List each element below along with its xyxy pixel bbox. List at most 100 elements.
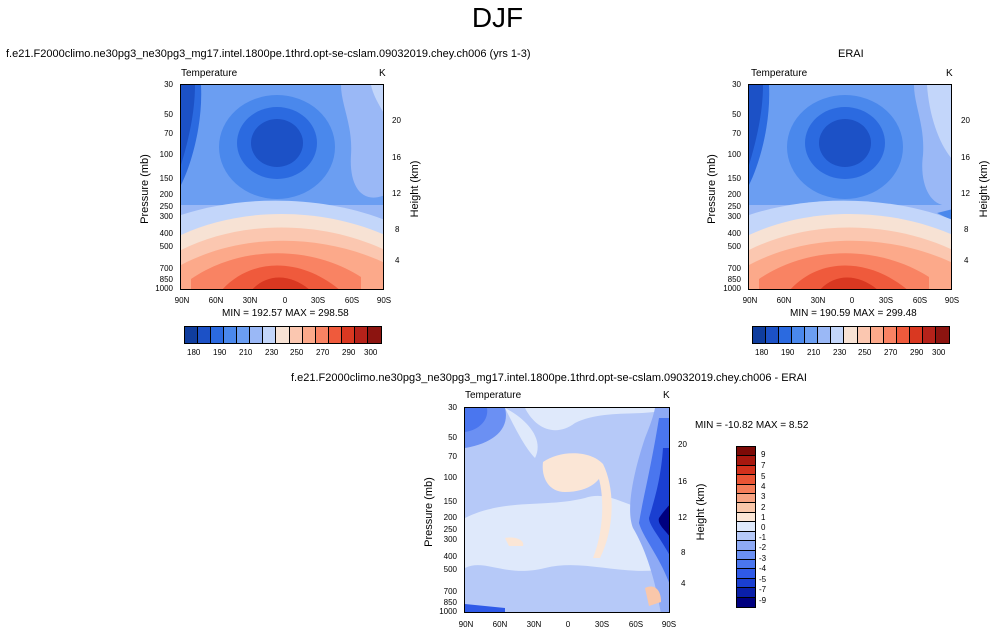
diff-pressure-tick-2: 70	[448, 452, 457, 461]
left-panel-units: K	[379, 68, 386, 79]
left-lat-tick-4: 30S	[310, 296, 326, 305]
diff-pressure-tick-1: 50	[448, 433, 457, 442]
right-height-tick-1: 16	[961, 153, 970, 162]
diff-colorbar-cell	[737, 494, 755, 504]
diff-height-tick-1: 16	[678, 477, 687, 486]
left-colorbar-cell	[211, 327, 225, 343]
diff-colorbar-cell	[737, 465, 755, 476]
diff-lat-tick-0: 90N	[458, 620, 474, 629]
left-colorbar-cell	[250, 327, 264, 343]
left-pressure-tick-1: 50	[164, 110, 173, 119]
right-temperature-plot	[748, 84, 952, 290]
left-colorbar-cell	[289, 327, 303, 343]
right-pressure-tick-9: 500	[727, 242, 741, 251]
left-pressure-tick-10: 700	[159, 264, 173, 273]
left-pressure-tick-4: 150	[159, 174, 173, 183]
diff-colorbar-label-11: -4	[759, 564, 767, 573]
right-pressure-tick-2: 70	[732, 129, 741, 138]
left-colorbar-cell	[263, 327, 277, 343]
diff-colorbar-cell	[737, 597, 755, 607]
right-colorbar-cell	[753, 327, 767, 343]
right-colorbar	[752, 326, 950, 344]
right-colorbar-cell	[766, 327, 780, 343]
diff-colorbar-cell	[737, 447, 755, 457]
right-lat-tick-3: 0	[849, 296, 855, 305]
right-pressure-tick-6: 250	[727, 202, 741, 211]
diff-colorbar-label-4: 3	[761, 492, 766, 501]
right-colorbar-cell	[883, 327, 897, 343]
right-height-axis-title: Height (km)	[978, 160, 990, 218]
left-lat-tick-3: 0	[282, 296, 288, 305]
right-pressure-tick-0: 30	[732, 80, 741, 89]
right-colorbar-label-0: 180	[755, 348, 769, 357]
diff-colorbar-label-2: 5	[761, 472, 766, 481]
left-pressure-axis-title: Pressure (mb)	[139, 154, 151, 224]
left-lat-tick-6: 90S	[376, 296, 392, 305]
right-lat-tick-4: 30S	[878, 296, 894, 305]
right-lat-tick-6: 90S	[944, 296, 960, 305]
left-panel-title: f.e21.F2000climo.ne30pg3_ne30pg3_mg17.in…	[6, 48, 531, 60]
diff-colorbar-cell	[737, 456, 755, 466]
left-colorbar-label-6: 290	[342, 348, 356, 357]
right-lat-tick-2: 30N	[810, 296, 826, 305]
left-colorbar-cell	[302, 327, 316, 343]
right-colorbar-cell	[935, 327, 949, 343]
diff-pressure-tick-3: 100	[443, 473, 457, 482]
left-temperature-contours	[181, 85, 383, 289]
right-colorbar-cell	[818, 327, 832, 343]
right-height-tick-0: 20	[961, 116, 970, 125]
diff-pressure-tick-12: 1000	[439, 607, 457, 616]
left-colorbar-cell	[367, 327, 381, 343]
right-lat-tick-5: 60S	[912, 296, 928, 305]
diff-colorbar-cell	[737, 578, 755, 589]
right-pressure-tick-12: 1000	[723, 284, 741, 293]
right-pressure-tick-4: 150	[727, 174, 741, 183]
diff-pressure-axis-title: Pressure (mb)	[423, 477, 435, 547]
left-pressure-tick-11: 850	[159, 275, 173, 284]
diff-pressure-tick-0: 30	[448, 403, 457, 412]
page-title: DJF	[471, 2, 524, 33]
left-pressure-tick-8: 400	[159, 229, 173, 238]
diff-lat-tick-2: 30N	[526, 620, 542, 629]
diff-pressure-tick-5: 200	[443, 513, 457, 522]
right-temperature-contours	[749, 85, 951, 289]
left-height-tick-0: 20	[392, 116, 401, 125]
right-panel-variable: Temperature	[751, 68, 808, 79]
left-lat-tick-0: 90N	[174, 296, 190, 305]
left-colorbar-label-3: 230	[265, 348, 279, 357]
diff-panel-units: K	[663, 390, 670, 401]
diff-colorbar-label-10: -3	[759, 554, 767, 563]
diff-lat-tick-3: 0	[565, 620, 571, 629]
diff-colorbar-cell	[737, 559, 755, 570]
diff-colorbar-cell	[737, 588, 755, 598]
diff-colorbar-label-9: -2	[759, 543, 767, 552]
left-colorbar-label-1: 190	[213, 348, 227, 357]
left-colorbar-cell	[185, 327, 199, 343]
left-pressure-tick-9: 500	[159, 242, 173, 251]
left-panel-stats: MIN = 192.57 MAX = 298.58	[222, 308, 349, 319]
diff-colorbar-cell	[737, 503, 755, 513]
right-panel-units: K	[946, 68, 953, 79]
right-colorbar-cell	[857, 327, 871, 343]
left-lat-tick-2: 30N	[242, 296, 258, 305]
left-colorbar-label-0: 180	[187, 348, 201, 357]
left-colorbar-cell	[224, 327, 238, 343]
diff-lat-tick-5: 60S	[628, 620, 644, 629]
diff-colorbar-label-13: -7	[759, 585, 767, 594]
diff-temperature-contours	[465, 408, 669, 612]
diff-colorbar-cell	[737, 531, 755, 542]
diff-panel-stats: MIN = -10.82 MAX = 8.52	[695, 420, 809, 431]
left-pressure-tick-0: 30	[164, 80, 173, 89]
left-pressure-tick-2: 70	[164, 129, 173, 138]
diff-lat-tick-1: 60N	[492, 620, 508, 629]
right-lat-tick-0: 90N	[742, 296, 758, 305]
diff-colorbar-label-5: 2	[761, 503, 766, 512]
diff-pressure-tick-10: 700	[443, 587, 457, 596]
left-colorbar-label-4: 250	[290, 348, 304, 357]
right-colorbar-cell	[870, 327, 884, 343]
diff-colorbar-cell	[737, 541, 755, 551]
diff-pressure-tick-11: 850	[443, 598, 457, 607]
right-colorbar-cell	[805, 327, 819, 343]
left-pressure-tick-5: 200	[159, 190, 173, 199]
diff-lat-tick-4: 30S	[594, 620, 610, 629]
